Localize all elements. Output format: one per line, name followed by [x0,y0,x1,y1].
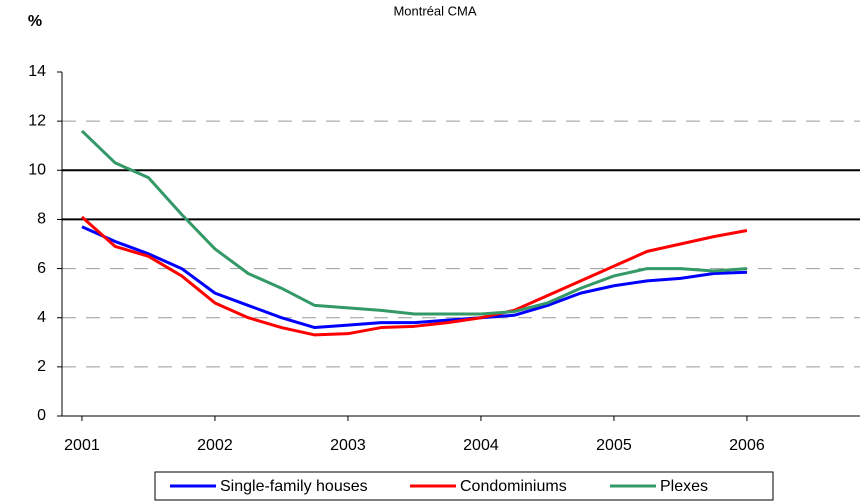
legend-box [154,471,774,501]
x-tick-label: 2001 [64,437,100,454]
y-tick-label: 0 [37,407,46,424]
y-tick-label: 6 [37,260,46,277]
series-line [81,225,748,330]
x-tick-label: 2006 [729,437,765,454]
x-tick-label: 2004 [463,437,499,454]
legend-label: Condominiums [460,478,567,495]
legend-label: Plexes [660,478,708,495]
y-tick-label: 4 [37,309,46,326]
y-tick-label: 2 [37,358,46,375]
y-tick-label: 8 [37,211,46,228]
series-line [80,215,748,337]
legend-label: Single-family houses [220,478,368,495]
y-axis-label: % [28,13,42,30]
chart-title: Montréal CMA [393,3,476,18]
x-tick-label: 2003 [330,437,366,454]
x-tick-label: 2002 [197,437,233,454]
x-tick-label: 2005 [596,437,632,454]
y-tick-label: 14 [28,63,46,80]
y-tick-label: 10 [28,162,46,179]
series-line [80,129,748,316]
y-tick-label: 12 [28,112,46,129]
